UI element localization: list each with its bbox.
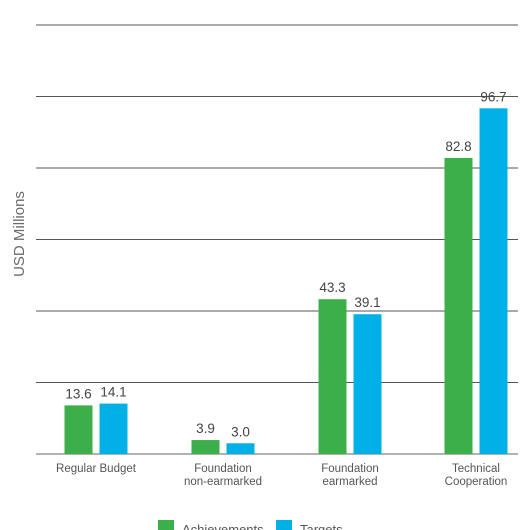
bar-achievements-1 [191,440,220,454]
category-label-line: earmarked [323,476,378,488]
category-label: Regular Budget [56,463,137,475]
legend: Achievements Targets [158,520,343,530]
category-label: Technical Cooperation [445,463,508,488]
legend-swatch-targets [276,520,292,530]
y-axis-label: USD Millions [11,191,28,277]
value-labels: 13.6 3.9 43.3 82.8 14.1 3.0 39.1 96.7 [65,89,506,439]
category-labels: Regular Budget Foundation non-earmarkedFou… [56,463,507,488]
category-label: Foundation non-earmarked [184,463,262,488]
legend-label: Targets [300,522,343,530]
value-label: 82.8 [445,139,471,154]
value-label: 14.1 [100,385,126,400]
legend-swatch-achievements [158,520,174,530]
value-label: 96.7 [480,89,506,104]
value-label: 3.9 [196,421,215,436]
bar-targets-2 [353,314,382,454]
bar-targets-0 [99,403,128,454]
value-label: 39.1 [354,295,380,310]
bar-achievements-0 [64,405,93,454]
bars [64,108,508,455]
grid-lines [36,24,518,455]
category-label-line: Foundation [194,463,252,475]
bar-achievements-3 [444,157,473,455]
category-label-line: Regular Budget [56,463,137,475]
bar-achievements-2 [318,299,347,454]
value-label: 3.0 [231,424,250,439]
category-label-line: non-earmarked [184,476,262,488]
value-label: 43.3 [319,280,345,295]
value-label: 13.6 [65,386,91,401]
category-label-line: Technical [452,463,500,475]
category-label: Foundation earmarked [321,463,379,488]
category-label-line: Foundation [321,463,379,475]
category-label-line: Cooperation [445,476,508,488]
legend-label: Achievements [182,522,264,530]
bar-targets-1 [226,443,255,454]
bar-targets-3 [479,108,508,455]
